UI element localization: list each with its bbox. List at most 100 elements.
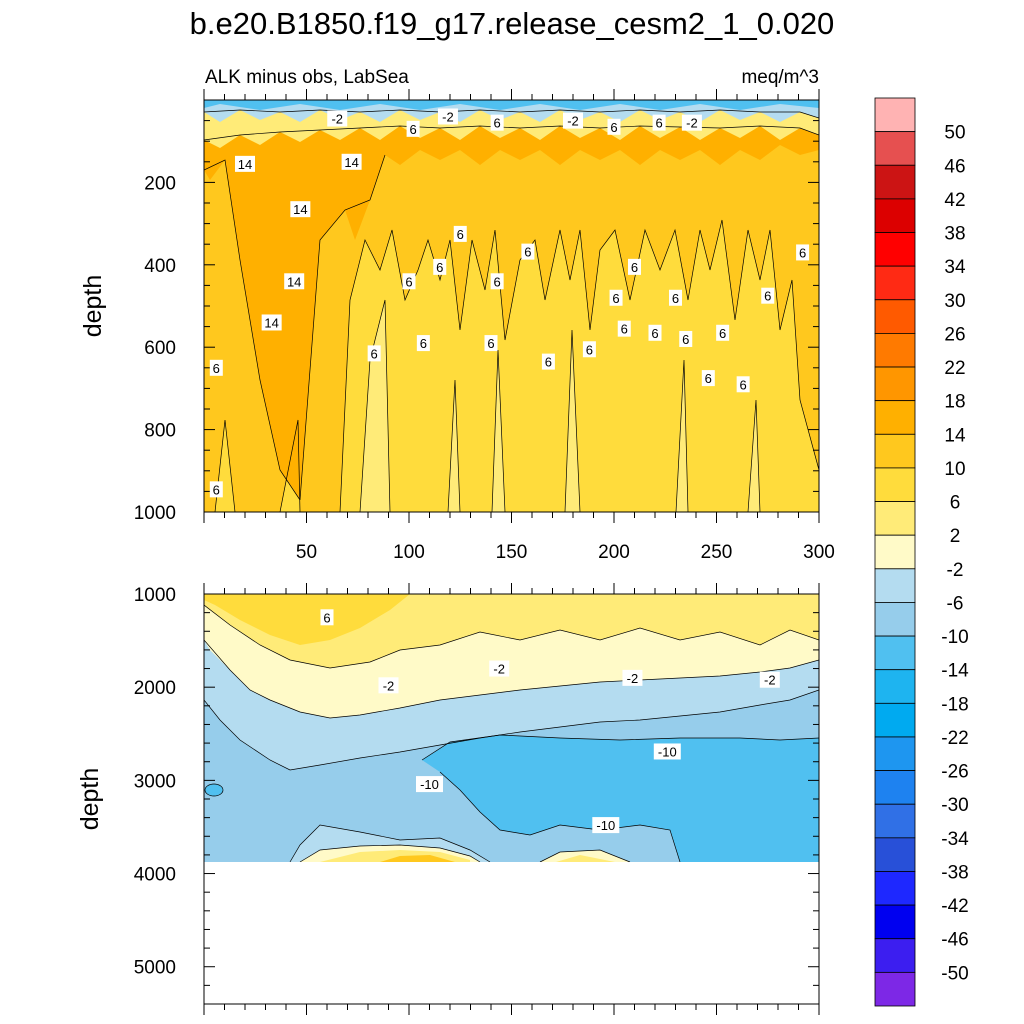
colorbar-label: -18 [941,694,968,715]
contour-label-bg [761,287,775,304]
y-tick-label: 4000 [134,865,176,886]
lower-ticks [203,583,820,1015]
y-tick-label: 1000 [134,503,176,524]
colorbar-label: -14 [941,661,969,682]
contour-label: 6 [705,371,712,386]
colorbar-swatch [874,164,916,200]
contour-label: 6 [213,482,220,497]
contour-label-bg [716,324,730,341]
contour-label-bg [367,345,381,362]
colorbar-swatch [874,702,916,738]
fill-minus10-minus14 [422,735,819,862]
colorbar-label: 18 [944,392,965,413]
colorbar [874,97,916,1007]
contour-label-bg [261,314,282,331]
contour-label-bg [521,243,535,260]
colorbar-swatch [874,198,916,233]
colorbar-swatch [874,97,916,133]
contour-label-bg [652,114,666,131]
colorbar-swatch [874,904,916,940]
colorbar-swatch [874,938,916,973]
fill-10-6-lower [380,855,455,862]
colorbar-swatch [874,131,916,166]
contour-label: 6 [799,245,806,260]
colorbar-swatch [874,871,916,906]
contour-label-bg [736,376,750,393]
chart-subtitle: ALK minus obs, LabSea [205,67,409,88]
x-tick-label: 100 [393,542,425,563]
contour-label-bg [628,258,641,275]
contour-label-bg [759,671,780,688]
y-tick-label: 600 [144,338,176,359]
contour-label-bg [327,110,348,127]
contour-label: -10 [420,777,439,792]
contour-label: 6 [682,332,689,347]
colorbar-label: -2 [947,560,964,581]
x-tick-label: 300 [803,542,835,563]
contour-label-bg [653,743,681,760]
contour-label: 6 [621,322,628,337]
y-tick-label: 5000 [134,958,176,979]
upper-contour-lines [204,109,819,512]
colorbar-swatch [874,669,916,704]
contour-label-bg [484,335,498,352]
contour-label-bg [416,776,443,793]
colorbar-label: -38 [941,862,968,883]
lower-y-tick-labels: 1000 2000 3000 4000 5000 [134,585,176,979]
contour-label-bg [433,258,447,275]
colorbar-label: 22 [944,358,965,379]
colorbar-label: -46 [941,930,968,951]
contour-label: 6 [719,326,726,341]
colorbar-swatch [874,433,916,469]
y-tick-label: 200 [144,173,176,194]
contour-label-bg [235,155,255,172]
colorbar-swatch [874,534,916,570]
y-tick-label: 1000 [134,585,176,606]
colorbar-swatch [874,467,916,502]
contour-label-bg [416,335,430,352]
colorbar-swatch [874,736,916,771]
colorbar-label: -22 [941,728,968,749]
colorbar-swatch [874,501,916,536]
colorbar-swatch [874,232,916,267]
colorbar-label: 14 [944,425,966,446]
contour-label-bg [290,201,311,218]
colorbar-label: 6 [950,493,961,514]
x-tick-label: 150 [496,542,528,563]
colorbar-label: -26 [941,762,968,783]
colorbar-swatch [874,400,916,435]
contour-label-bg [796,244,810,261]
colorbar-label: 50 [944,123,965,144]
contour-label: -2 [331,112,343,127]
contour-label: -2 [442,109,454,124]
y-tick-label: 2000 [134,678,176,699]
contour-label: 14 [287,274,301,289]
colorbar-label: -42 [941,896,968,917]
contour-label-bg [490,114,504,131]
colorbar-label: 30 [944,291,965,312]
colorbar-swatch [874,366,916,402]
colorbar-swatch [874,568,916,603]
fill-6-2-lower-right [556,855,615,862]
upper-x-tick-labels: 50 100 150 200 250 300 [296,542,835,563]
contour-label: 6 [545,355,552,370]
contour-label: 6 [655,116,662,131]
contour-label-bg [402,273,416,290]
contour-label-bg [617,320,631,337]
colorbar-label: 38 [944,224,965,245]
contour-label-bg [490,273,504,290]
lower-contour-labels: 6 -2 -2 -2 -2 -10 -10 -10 [320,609,780,834]
colorbar-label: -34 [941,829,969,850]
contour-label: -10 [596,818,615,833]
contour-label: 6 [213,361,220,376]
contour-label-bg [609,289,623,306]
x-tick-label: 250 [701,542,733,563]
colorbar-label: -6 [947,593,964,614]
colorbar-swatch [874,333,916,368]
contour-label-bg [582,341,596,358]
contour-label-bg [622,669,643,686]
contour-label: 6 [494,116,501,131]
fill-surface-strong-negative [204,100,819,110]
contour-label: 6 [651,326,658,341]
